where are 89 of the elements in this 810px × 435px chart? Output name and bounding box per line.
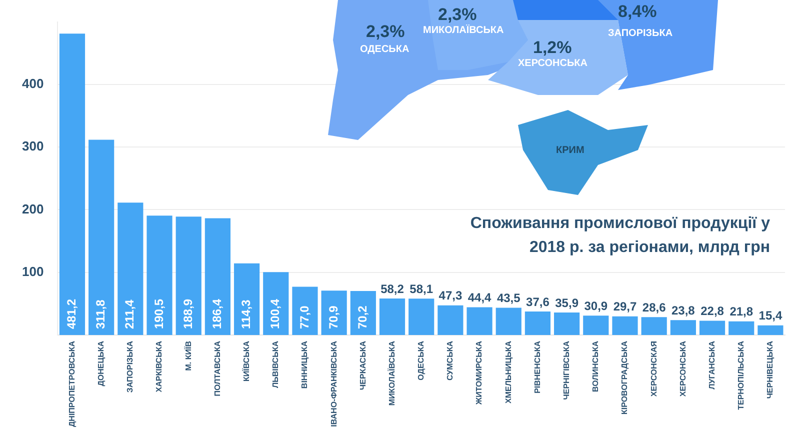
bar — [379, 298, 406, 336]
x-tick-label: ПОЛТАВСЬКА — [212, 340, 222, 396]
data-label: 211,4 — [122, 299, 137, 330]
bar — [583, 316, 609, 336]
bar — [641, 317, 667, 336]
x-tick-label: ДНІПРОПЕТРОВСЬКА — [67, 340, 76, 428]
x-tick-label: ВОЛИНСЬКА — [591, 340, 600, 392]
bar — [554, 312, 580, 336]
x-tick-label: СУМСЬКА — [446, 340, 455, 381]
annotation: 2,3% — [366, 22, 405, 42]
x-tick-label: КІРОВОГРАДСЬКА — [620, 340, 630, 415]
data-label: 186,4 — [210, 298, 224, 330]
annotation: КРИМ — [556, 145, 584, 156]
data-label: 23,8 — [671, 303, 696, 318]
bar — [292, 286, 318, 336]
data-label: 188,9 — [180, 298, 195, 330]
y-tick-label: 100 — [22, 264, 44, 279]
bar — [350, 291, 376, 336]
text: 8,4% — [618, 2, 657, 22]
data-label: 43,5 — [496, 291, 521, 306]
bar — [321, 290, 347, 336]
data-label: 190,5 — [152, 298, 166, 330]
bar — [496, 308, 522, 336]
bar — [524, 311, 551, 336]
x-tick-label: МИКОЛАЇВСЬКА — [387, 340, 396, 406]
x-tick-label: ОДЕСЬКА — [416, 340, 426, 380]
data-label: 29,7 — [613, 300, 637, 314]
annotation: ХЕРСОНСЬКА — [518, 58, 588, 69]
x-tick-label: ЛЬВІВСЬКА — [271, 340, 280, 388]
bar — [204, 218, 230, 336]
x-tick-label: М. КИЇВ — [184, 340, 193, 371]
bar — [176, 216, 202, 336]
bar — [146, 216, 172, 336]
x-tick-label: КИЇВСЬКА — [242, 340, 251, 382]
data-label: 58,2 — [380, 282, 404, 296]
data-label: 15,4 — [758, 308, 782, 323]
bar — [699, 320, 726, 336]
x-tick-label: ЧЕРКАСЬКА — [358, 340, 368, 390]
y-tick-label: 300 — [22, 138, 44, 154]
y-tick-label: 400 — [22, 76, 44, 92]
x-tick-label: ІВАНО-ФРАНКІВСЬКА — [329, 340, 338, 427]
data-label: 311,8 — [94, 299, 108, 330]
annotation: ЗАПОРІЗЬКА — [608, 28, 673, 39]
bar — [758, 325, 784, 336]
data-label: 28,6 — [642, 300, 666, 314]
bar — [466, 307, 492, 336]
x-tick-label: ХЕРСОНСКАЯ — [649, 340, 658, 397]
bar — [670, 320, 696, 336]
data-label: 58,1 — [410, 282, 434, 296]
y-tick-label: 200 — [22, 201, 44, 216]
text: Споживання промислової продукції у 2018 р. за регіонами, млрд грн — [470, 214, 770, 258]
bar — [438, 305, 464, 336]
x-tick-label: РІВНЕНСЬКА — [532, 340, 542, 394]
x-tick-label: ВІННИЦЬКА — [300, 340, 310, 389]
data-label: 30,9 — [584, 298, 608, 313]
bar — [728, 321, 754, 336]
bar — [408, 298, 434, 336]
x-tick-label: ДОНЕЦЬКА — [96, 340, 106, 386]
x-tick-label: ЧЕРНІВЕЦЬКА — [766, 340, 775, 399]
data-label: 100,4 — [268, 298, 282, 330]
annotation: МИКОЛАЇВСЬКА — [423, 25, 504, 36]
data-label: 481,2 — [64, 298, 79, 330]
bar — [118, 202, 144, 336]
x-tick-label: ЖИТОМИРСЬКА — [474, 340, 484, 406]
x-tick-label: ЛУГАНСЬКА — [707, 340, 716, 390]
annotation: ОДЕСЬКА — [360, 44, 410, 55]
x-tick-label: ХМЕЛЬНИЦЬКА — [504, 340, 513, 404]
bar — [263, 272, 289, 336]
data-label: 44,4 — [468, 290, 492, 305]
data-label: 77,0 — [297, 305, 312, 330]
data-label: 37,6 — [526, 294, 550, 309]
x-tick-label: ЗАПОРІЗЬКА — [126, 340, 135, 393]
data-label: 70,9 — [326, 305, 340, 330]
data-label: 21,8 — [730, 304, 754, 319]
x-tick-label: ЧЕРНІГІВСЬКА — [562, 340, 572, 400]
bar — [234, 263, 260, 336]
x-tick-label: ХЕРСОНСЬКА — [678, 340, 688, 397]
annotation: 2,3% — [438, 5, 477, 24]
annotation: 1,2% — [533, 38, 572, 58]
data-label: 22,8 — [700, 304, 724, 318]
bar — [88, 140, 114, 336]
data-label: 70,2 — [355, 305, 370, 330]
data-label: 47,3 — [438, 288, 462, 303]
x-tick-label: ТЕРНОПІЛЬСЬКА — [736, 340, 746, 410]
bar — [612, 316, 638, 336]
data-label: 114,3 — [239, 299, 254, 330]
bar — [59, 34, 86, 336]
data-label: 35,9 — [555, 296, 579, 310]
x-tick-label: ХАРКІВСЬКА — [154, 340, 164, 392]
